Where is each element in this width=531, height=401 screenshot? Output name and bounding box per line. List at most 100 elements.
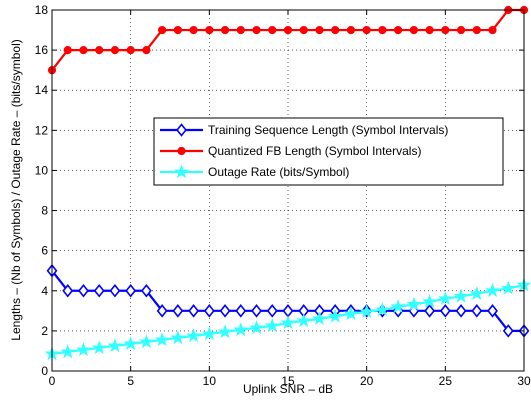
data-point-outage-rate	[280, 315, 296, 330]
data-point-outage-rate	[76, 342, 91, 357]
data-point-outage-rate	[485, 283, 500, 298]
data-point-outage-rate	[139, 334, 154, 349]
data-point-training	[78, 283, 89, 298]
data-point-training	[455, 304, 467, 318]
data-point-outage-rate	[453, 288, 469, 303]
data-point-quantized-fb	[79, 46, 88, 55]
data-point-outage-rate	[107, 338, 123, 353]
legend-swatch-training	[160, 123, 203, 137]
legend-label-quantized-fb: Quantized FB Length (Symbol Intervals)	[208, 144, 421, 158]
data-point-quantized-fb	[394, 25, 403, 35]
legend-marker-training	[176, 123, 187, 137]
data-point-outage-rate	[249, 320, 264, 335]
y-tick-label: 10	[35, 163, 49, 177]
data-point-training	[93, 283, 105, 298]
data-point-training	[203, 304, 215, 318]
data-point-training	[235, 304, 247, 318]
data-point-outage-rate	[390, 299, 406, 314]
data-point-quantized-fb	[142, 46, 151, 55]
legend-label-training: Training Sequence Length (Symbol Interva…	[208, 123, 448, 137]
y-tick-label: 2	[41, 324, 48, 338]
data-point-training	[156, 304, 168, 318]
series-quantized-fb	[47, 5, 529, 75]
data-point-outage-rate	[422, 294, 437, 309]
data-point-quantized-fb	[456, 25, 466, 35]
data-point-outage-rate	[296, 313, 312, 328]
legend-entry-outage-rate: Outage Rate (bits/Symbol)	[160, 164, 349, 179]
data-point-quantized-fb	[110, 46, 120, 55]
y-tick-label: 12	[35, 123, 49, 137]
data-point-quantized-fb	[425, 25, 434, 35]
legend-entry-training: Training Sequence Length (Symbol Interva…	[160, 123, 448, 137]
data-point-quantized-fb	[173, 25, 182, 35]
data-point-outage-rate	[500, 280, 516, 295]
legend-swatch-outage-rate	[160, 164, 203, 179]
data-point-quantized-fb	[472, 25, 481, 35]
legend-marker-outage-rate	[174, 164, 189, 179]
data-point-quantized-fb	[158, 25, 167, 35]
data-point-quantized-fb	[299, 25, 308, 35]
y-tick-label: 8	[41, 204, 48, 218]
data-point-quantized-fb	[126, 46, 135, 55]
y-axis-label: Lengths – (Nb of Symbols) / Outage Rate …	[9, 39, 23, 340]
data-point-outage-rate	[375, 302, 390, 317]
x-tick-label: 30	[517, 374, 531, 388]
x-tick-label: 10	[203, 374, 217, 388]
data-point-training	[487, 304, 498, 318]
data-point-outage-rate	[186, 328, 201, 343]
data-point-quantized-fb	[378, 25, 387, 35]
data-point-outage-rate	[170, 330, 186, 345]
data-point-quantized-fb	[268, 25, 277, 35]
data-point-outage-rate	[312, 311, 327, 326]
data-point-quantized-fb	[252, 25, 261, 35]
data-point-quantized-fb	[331, 25, 340, 35]
x-tick-label: 20	[360, 374, 374, 388]
data-point-outage-rate	[123, 336, 139, 351]
x-tick-label: 15	[281, 374, 295, 388]
data-point-training	[502, 324, 514, 338]
data-point-training	[219, 304, 231, 318]
legend-marker-quantized-fb	[177, 146, 186, 156]
legend-entry-quantized-fb: Quantized FB Length (Symbol Intervals)	[160, 144, 421, 158]
data-point-outage-rate	[217, 324, 233, 339]
legend-label-outage-rate: Outage Rate (bits/Symbol)	[208, 165, 349, 179]
y-tick-label: 4	[41, 284, 48, 298]
data-point-outage-rate	[91, 340, 107, 355]
x-tick-label: 5	[127, 374, 134, 388]
data-point-outage-rate	[264, 318, 280, 333]
data-point-training	[471, 304, 483, 318]
y-tick-label: 18	[35, 3, 49, 17]
y-tick-label: 6	[41, 244, 48, 258]
data-point-outage-rate	[201, 326, 217, 341]
data-point-training	[188, 304, 200, 318]
data-point-outage-rate	[359, 304, 375, 319]
data-point-quantized-fb	[220, 25, 230, 35]
data-point-quantized-fb	[409, 25, 418, 35]
data-point-training	[424, 304, 436, 318]
data-point-quantized-fb	[346, 25, 356, 35]
data-point-quantized-fb	[488, 25, 497, 35]
data-point-outage-rate	[154, 332, 170, 347]
data-point-quantized-fb	[95, 46, 104, 55]
data-point-training	[109, 283, 121, 298]
data-point-quantized-fb	[441, 25, 450, 35]
data-point-quantized-fb	[205, 25, 214, 35]
data-point-quantized-fb	[315, 25, 324, 35]
data-point-quantized-fb	[236, 25, 245, 35]
y-tick-label: 0	[41, 364, 48, 378]
data-point-training	[266, 304, 278, 318]
data-point-outage-rate	[406, 296, 422, 311]
data-point-training	[439, 304, 451, 318]
data-point-training	[62, 283, 74, 298]
data-point-training	[125, 283, 137, 298]
data-point-outage-rate	[343, 306, 359, 321]
legend: Training Sequence Length (Symbol Interva…	[153, 117, 504, 186]
data-point-training	[140, 283, 152, 298]
x-tick-label: 0	[49, 374, 56, 388]
data-point-outage-rate	[469, 286, 485, 301]
ticks: 0 5 10 15 20 25 30 0 2 4 6 8 10 12 14 16 18	[35, 3, 531, 388]
data-point-outage-rate	[327, 308, 343, 323]
data-point-outage-rate	[60, 344, 76, 359]
y-tick-label: 14	[35, 83, 49, 97]
